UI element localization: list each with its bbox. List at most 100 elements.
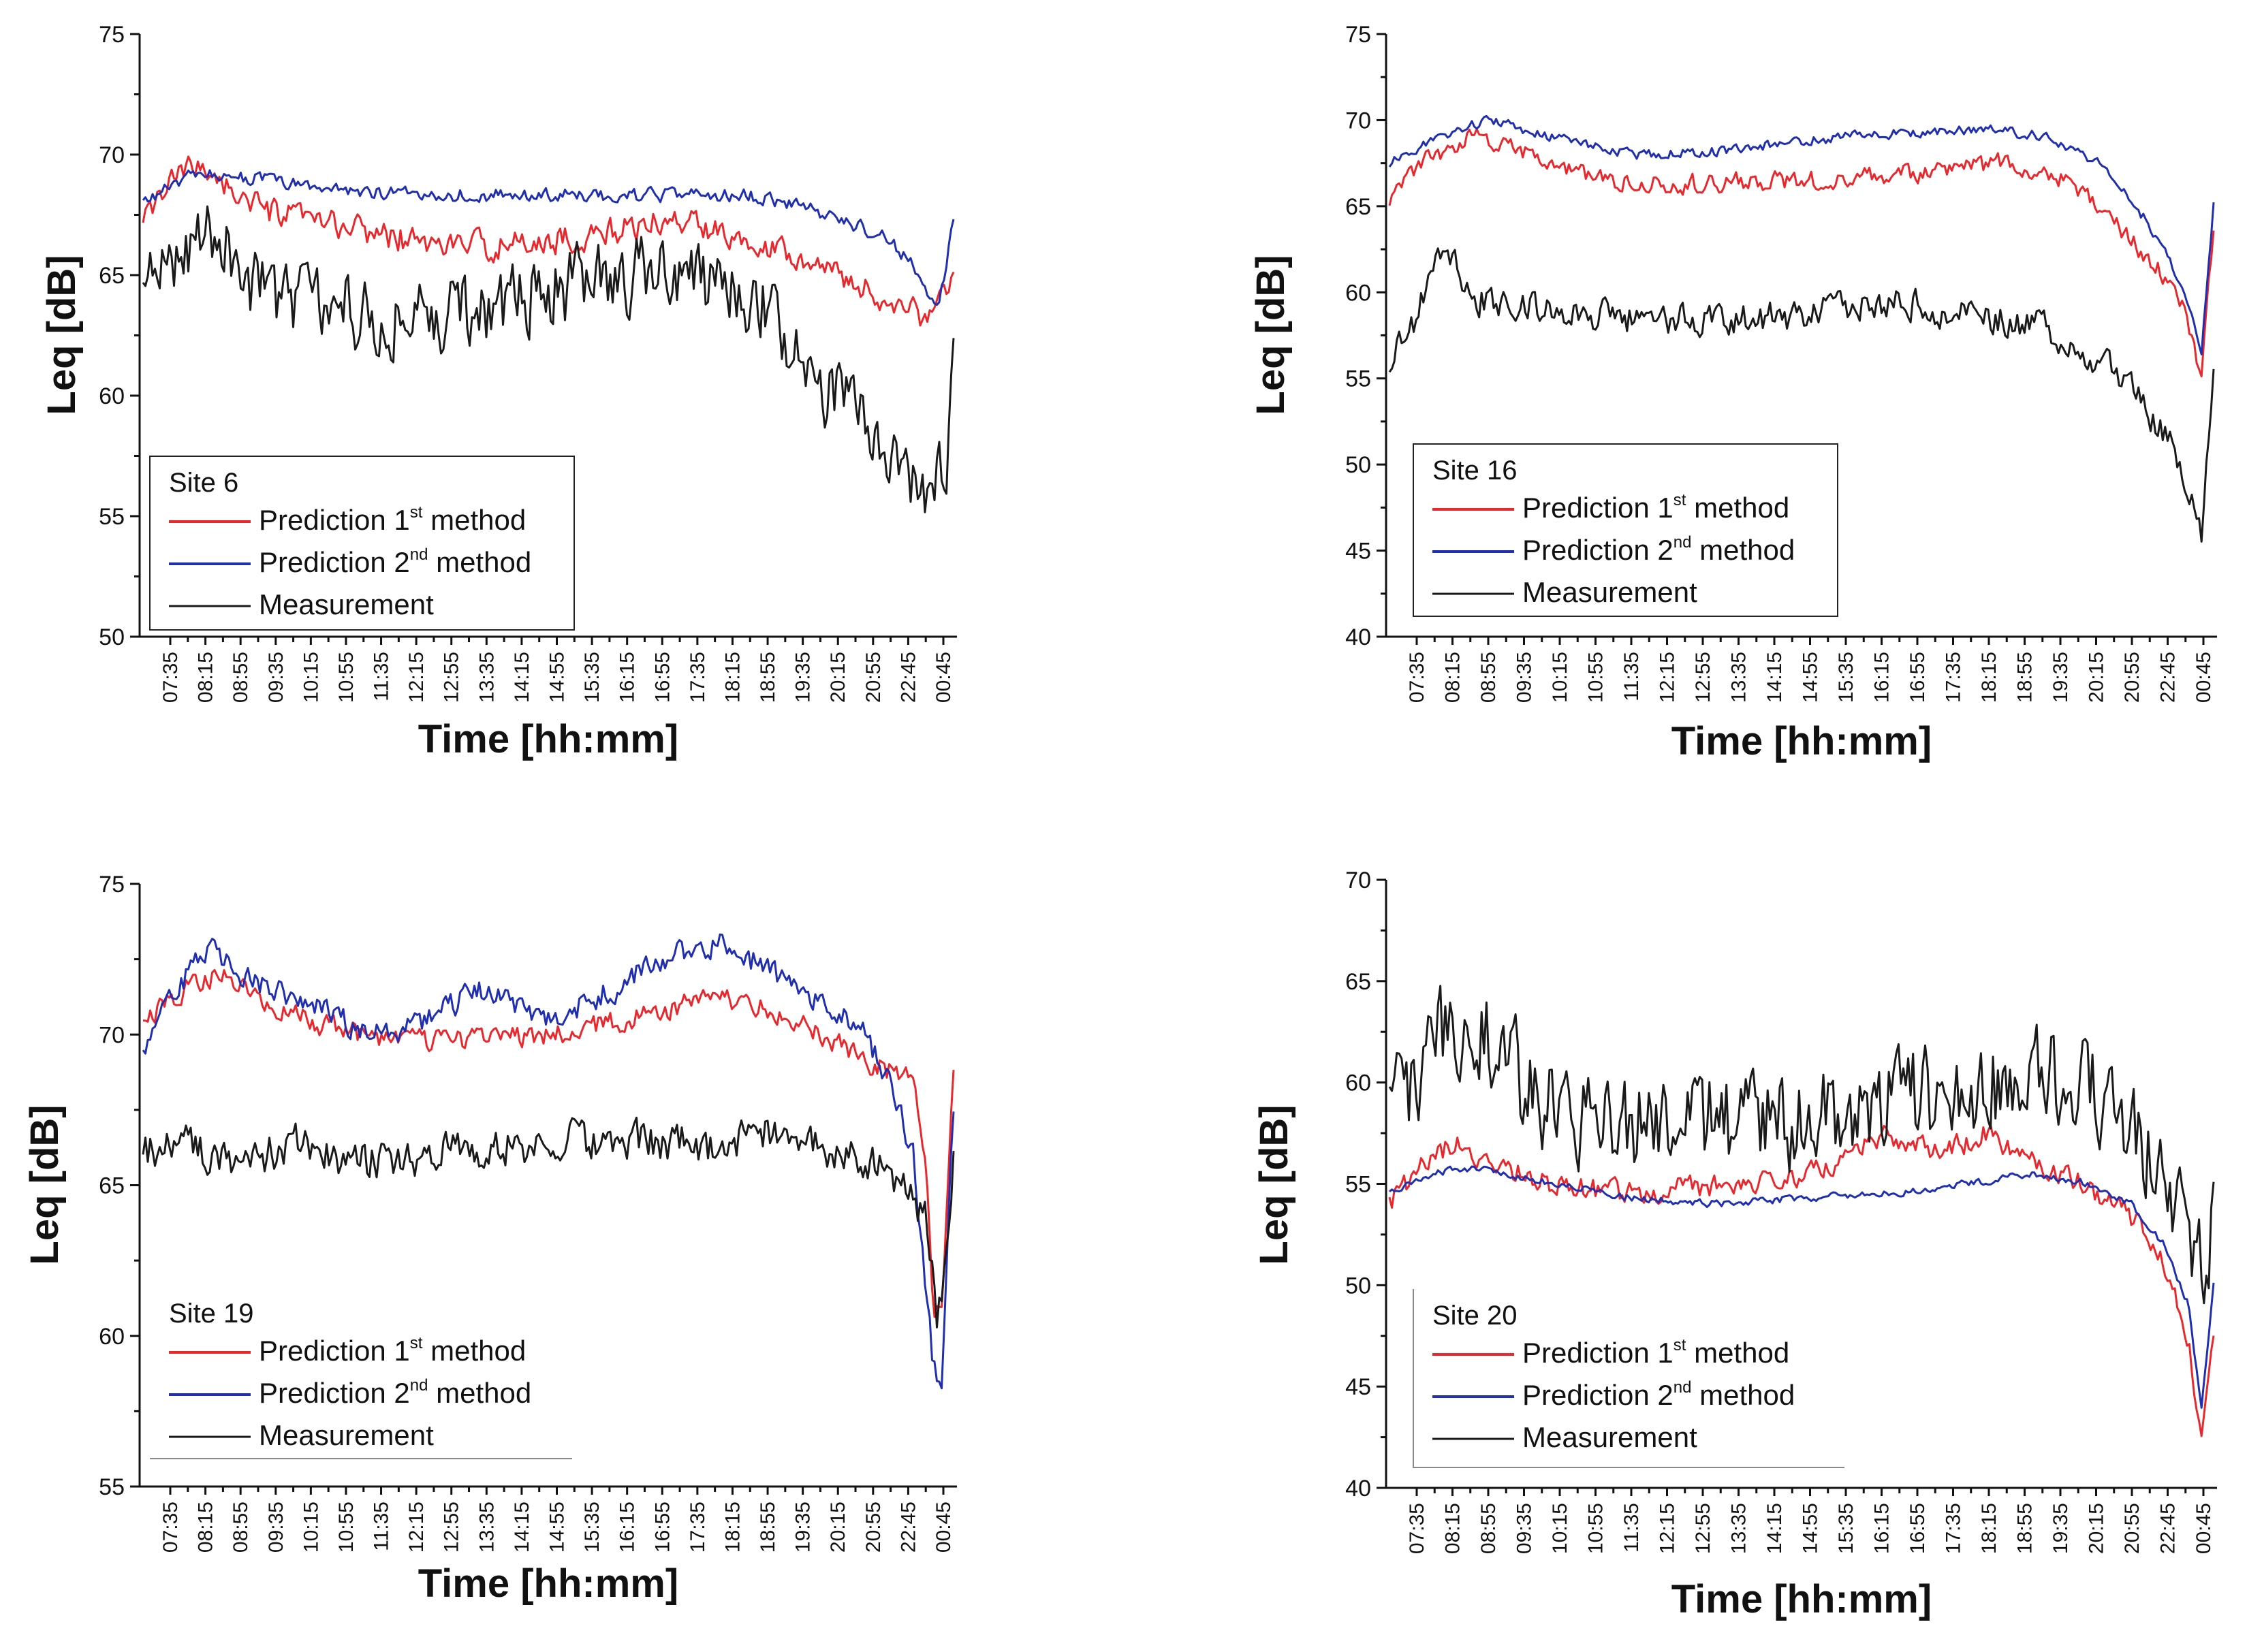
y-tick-label: 70	[99, 1022, 125, 1048]
x-axis-title: Time [hh:mm]	[418, 717, 678, 761]
x-tick-label: 20:15	[2086, 1503, 2108, 1554]
x-tick-label: 17:35	[687, 1502, 709, 1553]
x-tick-label: 17:35	[1943, 1503, 1965, 1554]
x-tick-label: 12:55	[441, 652, 463, 703]
legend-label-main: Measurement	[259, 1419, 434, 1451]
x-tick-label: 16:55	[651, 652, 674, 703]
legend-title: Site 16	[1432, 456, 1518, 486]
x-tick-label: 15:35	[581, 1502, 603, 1553]
x-tick-label: 19:35	[792, 1502, 815, 1553]
legend-label-sup: st	[410, 1334, 423, 1352]
x-tick-label: 11:35	[1620, 1503, 1643, 1553]
legend-title: Site 6	[169, 468, 238, 498]
series-line-pred1	[1388, 128, 2215, 378]
x-tick-label: 08:15	[195, 1502, 217, 1553]
legend-label-sup: st	[1674, 491, 1686, 509]
legend-label-sup: nd	[410, 1376, 428, 1395]
x-tick-label: 08:15	[195, 652, 217, 703]
x-axis-title: Time [hh:mm]	[1671, 1577, 1932, 1621]
x-tick-label: 00:45	[932, 1502, 955, 1553]
y-axis-title: Leq [dB]	[1248, 255, 1293, 415]
y-tick-label: 60	[1345, 280, 1371, 306]
x-tick-label: 00:45	[932, 652, 955, 703]
x-tick-label: 11:35	[371, 652, 393, 701]
legend-label-main: Prediction 2	[259, 1377, 410, 1409]
x-tick-label: 17:35	[687, 652, 709, 703]
y-axis-title: Leq [dB]	[40, 255, 84, 415]
x-tick-label: 19:35	[792, 652, 815, 703]
series-line-pred1	[142, 969, 955, 1318]
y-tick-label: 75	[99, 872, 125, 898]
x-tick-label: 10:15	[1549, 652, 1571, 703]
x-tick-label: 15:35	[1835, 652, 1857, 703]
y-tick-label: 65	[99, 263, 125, 289]
legend-label-tail: method	[428, 1377, 532, 1409]
legend-label-tail: method	[1686, 492, 1789, 524]
legend-label-sup: st	[1674, 1336, 1686, 1354]
x-tick-label: 11:35	[371, 1502, 393, 1551]
y-tick-label: 45	[1345, 539, 1371, 565]
x-tick-label: 16:15	[1871, 652, 1894, 703]
legend-label-pred2: Prediction 2nd method	[1522, 533, 1795, 566]
y-tick-label: 55	[1345, 1172, 1371, 1198]
x-tick-label: 10:55	[1585, 1503, 1607, 1554]
x-tick-label: 20:15	[2086, 652, 2108, 703]
x-tick-label: 13:35	[1728, 1503, 1750, 1554]
legend-label-main: Prediction 2	[1522, 534, 1674, 566]
legend-label-sup: nd	[410, 545, 428, 564]
x-tick-label: 09:35	[265, 652, 287, 703]
x-tick-label: 00:45	[2193, 652, 2215, 703]
legend-label-main: Measurement	[1522, 576, 1697, 608]
legend-label-tail: method	[1692, 534, 1795, 566]
x-tick-label: 10:55	[1585, 652, 1607, 703]
x-tick-label: 17:35	[1943, 652, 1965, 703]
x-tick-label: 12:55	[441, 1502, 463, 1553]
legend-label-pred1: Prediction 1st method	[1522, 1336, 1789, 1369]
series-line-meas	[1388, 985, 2215, 1305]
x-tick-label: 13:35	[1728, 652, 1750, 703]
legend-title: Site 19	[169, 1299, 254, 1329]
series-line-meas	[1388, 247, 2215, 543]
y-axis-title: Leq [dB]	[1252, 1105, 1296, 1265]
x-tick-label: 00:45	[2193, 1503, 2215, 1554]
y-tick-label: 40	[1345, 1476, 1371, 1502]
y-tick-label: 50	[99, 624, 125, 650]
x-tick-label: 10:55	[335, 1502, 358, 1553]
y-tick-label: 70	[1345, 868, 1371, 893]
x-tick-label: 14:55	[1800, 1503, 1822, 1554]
legend-label-tail: method	[422, 504, 526, 536]
y-tick-label: 60	[99, 383, 125, 409]
y-tick-label: 40	[1345, 624, 1371, 650]
y-tick-label: 65	[1345, 194, 1371, 220]
x-tick-label: 09:35	[1513, 652, 1536, 703]
legend-title: Site 20	[1432, 1301, 1518, 1331]
x-tick-label: 10:15	[300, 1502, 322, 1553]
series-line-meas	[142, 205, 955, 513]
y-tick-label: 50	[1345, 452, 1371, 478]
x-tick-label: 22:45	[2157, 1503, 2180, 1554]
x-tick-label: 08:15	[1442, 652, 1464, 703]
legend-label-pred1: Prediction 1st method	[259, 1334, 526, 1367]
series-line-pred1	[142, 155, 955, 327]
x-tick-label: 10:15	[300, 652, 322, 703]
x-tick-label: 22:45	[897, 1502, 920, 1553]
x-tick-label: 18:15	[721, 652, 744, 703]
x-tick-label: 20:55	[2121, 1503, 2143, 1554]
legend-label-tail: method	[1686, 1337, 1789, 1369]
legend-label-tail: method	[428, 546, 532, 578]
legend-label-main: Measurement	[1522, 1421, 1697, 1453]
x-tick-label: 13:35	[475, 652, 498, 703]
x-tick-label: 12:15	[405, 652, 428, 703]
x-tick-label: 16:55	[1906, 652, 1929, 703]
legend-label-main: Prediction 1	[259, 504, 410, 536]
y-tick-label: 70	[99, 142, 125, 168]
x-tick-label: 22:45	[897, 652, 920, 703]
x-tick-label: 14:15	[511, 1502, 533, 1553]
legend-label-sup: nd	[1674, 533, 1692, 552]
y-tick-label: 70	[1345, 108, 1371, 133]
x-tick-label: 18:55	[757, 652, 779, 703]
legend-label-meas: Measurement	[259, 588, 434, 620]
x-tick-label: 16:15	[616, 1502, 639, 1553]
